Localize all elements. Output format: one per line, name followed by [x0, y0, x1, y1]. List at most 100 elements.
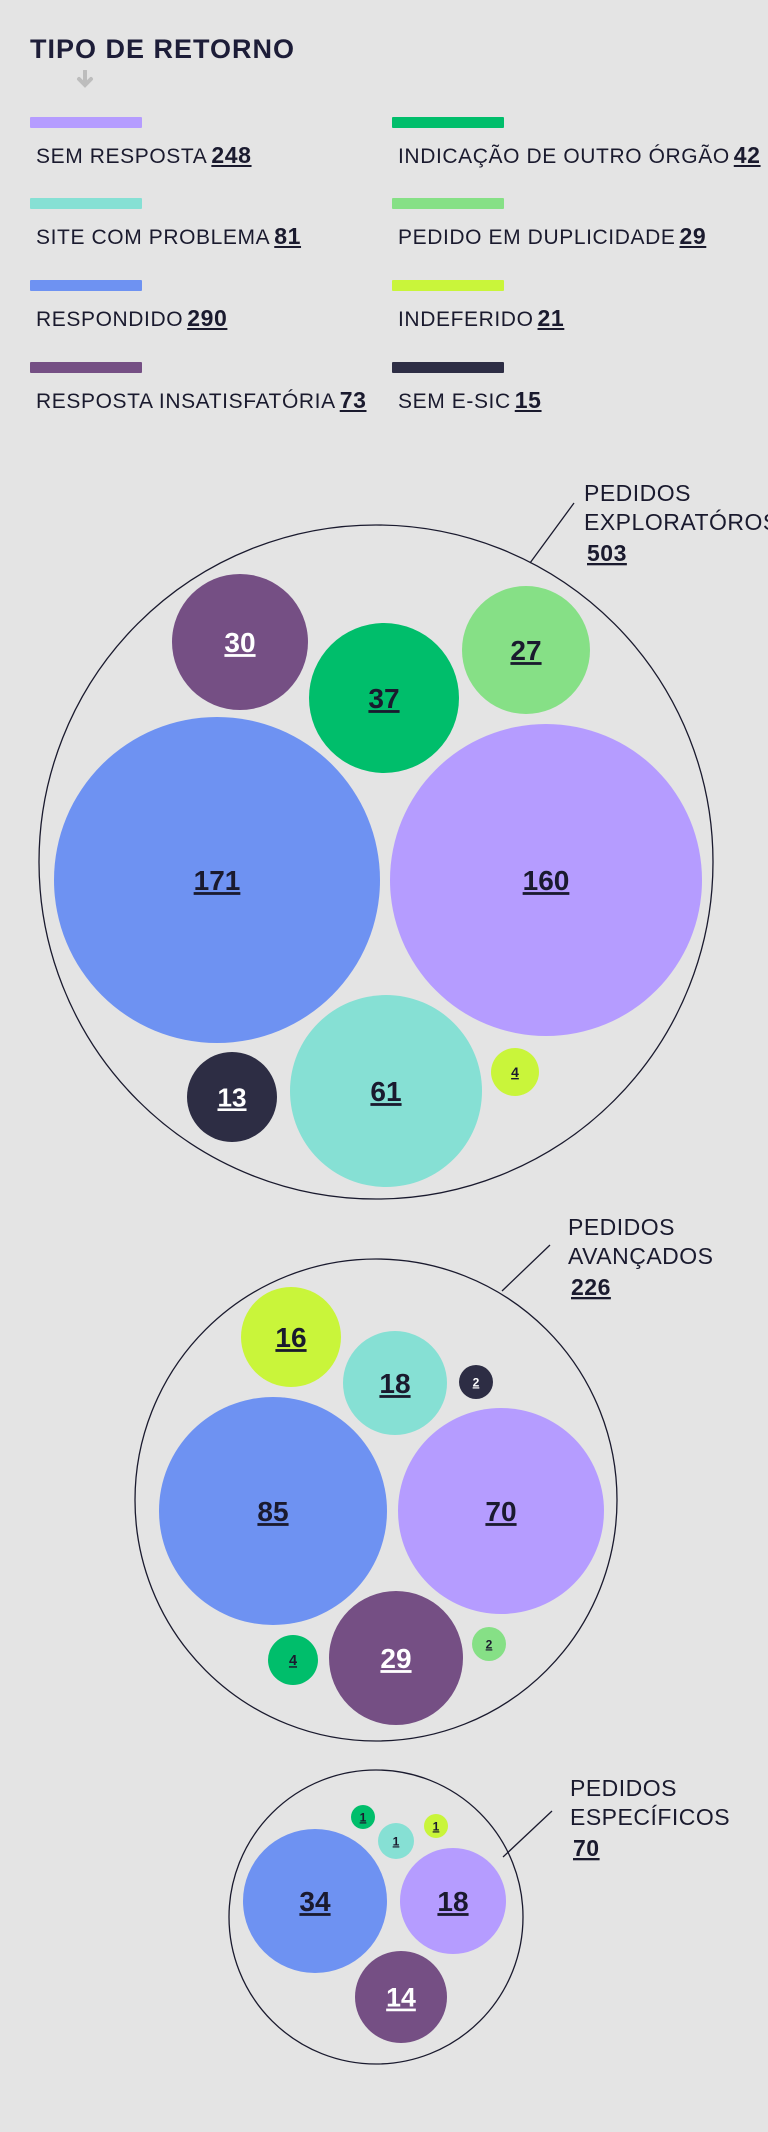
legend-item: PEDIDO EM DUPLICIDADE 29 — [392, 198, 752, 250]
bubble-value: 1 — [433, 1819, 440, 1833]
bubble-value: 13 — [217, 1082, 246, 1112]
group-leader-line — [529, 502, 575, 564]
bubble — [54, 717, 380, 1043]
group-outline — [228, 1769, 524, 2065]
bubble — [459, 1365, 493, 1399]
bubble — [398, 1408, 604, 1614]
legend-value: 73 — [339, 387, 367, 413]
group-label: PEDIDOS — [568, 1214, 675, 1240]
bubble-value: 4 — [289, 1653, 297, 1669]
group-label: PEDIDOS — [584, 480, 691, 506]
bubble — [172, 574, 308, 710]
bubble — [472, 1627, 506, 1661]
bubble — [187, 1052, 277, 1142]
bubble-value: 1 — [393, 1834, 400, 1848]
group-total: 226 — [571, 1274, 611, 1300]
group-leader-line — [502, 1810, 553, 1858]
bubble-value: 30 — [224, 627, 255, 658]
bubble — [243, 1829, 387, 1973]
legend-label-text: SITE COM PROBLEMA — [36, 226, 271, 249]
bubble-value: 37 — [368, 683, 399, 714]
bubble — [290, 995, 482, 1187]
bubble-value: 1 — [360, 1810, 367, 1824]
legend-title: TIPO DE RETORNO — [30, 34, 296, 64]
group-outline — [38, 524, 714, 1200]
bubble — [400, 1848, 506, 1954]
legend-swatch — [392, 117, 504, 128]
legend-swatch — [392, 280, 504, 291]
group-label: PEDIDOS — [570, 1775, 677, 1801]
bubble-value: 29 — [380, 1643, 411, 1674]
legend-label-text: PEDIDO EM DUPLICIDADE — [398, 226, 676, 249]
bubble — [351, 1805, 375, 1829]
legend-value: 15 — [514, 387, 542, 413]
bubble-value: 2 — [473, 1375, 480, 1389]
bubble-group: PEDIDOS AVANÇADOS 226 16 18 2 85 70 4 29 2 — [134, 1214, 713, 1742]
legend-value: 248 — [211, 142, 252, 168]
arrow-down-icon — [77, 70, 93, 88]
legend-label: INDEFERIDO 21 — [392, 305, 752, 332]
bubble — [424, 1814, 448, 1838]
legend-label: SITE COM PROBLEMA 81 — [30, 223, 390, 250]
legend-swatch — [392, 198, 504, 209]
bubble-value: 4 — [511, 1064, 519, 1080]
group-label: EXPLORATÓROS — [584, 509, 768, 535]
bubble-value: 2 — [486, 1637, 493, 1651]
bubble — [329, 1591, 463, 1725]
bubble — [491, 1048, 539, 1096]
legend-swatch — [392, 362, 504, 373]
legend-value: 42 — [733, 142, 761, 168]
legend-swatch — [30, 362, 142, 373]
bubble-group: PEDIDOS ESPECÍFICOS 70 1 1 1 34 18 14 — [228, 1769, 730, 2065]
bubble-value: 171 — [194, 865, 241, 896]
bubble-value: 18 — [437, 1886, 468, 1917]
legend-value: 21 — [537, 305, 565, 331]
legend-swatch — [30, 280, 142, 291]
bubble — [355, 1951, 447, 2043]
group-leader-line — [501, 1244, 551, 1292]
bubble — [309, 623, 459, 773]
bubble-value: 70 — [485, 1496, 516, 1527]
legend-label-text: SEM E-SIC — [398, 390, 511, 413]
bubble — [241, 1287, 341, 1387]
bubble-value: 18 — [379, 1368, 410, 1399]
legend-label: PEDIDO EM DUPLICIDADE 29 — [392, 223, 752, 250]
legend-label: RESPONDIDO 290 — [30, 305, 390, 332]
legend-item: SEM E-SIC 15 — [392, 362, 752, 414]
bubble-value: 27 — [510, 635, 541, 666]
legend-label: SEM E-SIC 15 — [392, 387, 752, 414]
bubble — [343, 1331, 447, 1435]
legend-label: INDICAÇÃO DE OUTRO ÓRGÃO 42 — [392, 142, 760, 169]
legend-item: INDEFERIDO 21 — [392, 280, 752, 332]
legend-label-text: SEM RESPOSTA — [36, 145, 208, 168]
legend-value: 29 — [679, 223, 707, 249]
bubble — [462, 586, 590, 714]
bubble-value: 61 — [370, 1076, 401, 1107]
bubble — [159, 1397, 387, 1625]
bubble — [390, 724, 702, 1036]
group-total: 503 — [587, 540, 627, 566]
bubble-value: 14 — [386, 1983, 416, 2013]
legend-label-text: RESPOSTA INSATISFATÓRIA — [36, 390, 336, 413]
legend-label-text: INDEFERIDO — [398, 308, 534, 331]
bubble-value: 85 — [257, 1496, 288, 1527]
bubble-value: 160 — [523, 865, 570, 896]
legend-label-text: RESPONDIDO — [36, 308, 184, 331]
group-total: 70 — [573, 1835, 600, 1861]
bubble-value: 16 — [275, 1322, 306, 1353]
bubble-value: 34 — [299, 1886, 331, 1917]
legend-item: SEM RESPOSTA 248 — [30, 117, 390, 169]
legend-label: RESPOSTA INSATISFATÓRIA 73 — [30, 387, 390, 414]
legend-value: 290 — [187, 305, 228, 331]
legend-label: SEM RESPOSTA 248 — [30, 142, 390, 169]
bubble-group: PEDIDOS EXPLORATÓROS 503 30 37 27 171 160 13 61 4 — [38, 480, 768, 1200]
legend-item: RESPONDIDO 290 — [30, 280, 390, 332]
bubble — [268, 1635, 318, 1685]
group-outline — [134, 1258, 618, 1742]
legend-value: 81 — [274, 223, 302, 249]
legend-item: RESPOSTA INSATISFATÓRIA 73 — [30, 362, 390, 414]
legend-swatch — [30, 117, 142, 128]
legend-swatch — [30, 198, 142, 209]
bubble — [378, 1823, 414, 1859]
